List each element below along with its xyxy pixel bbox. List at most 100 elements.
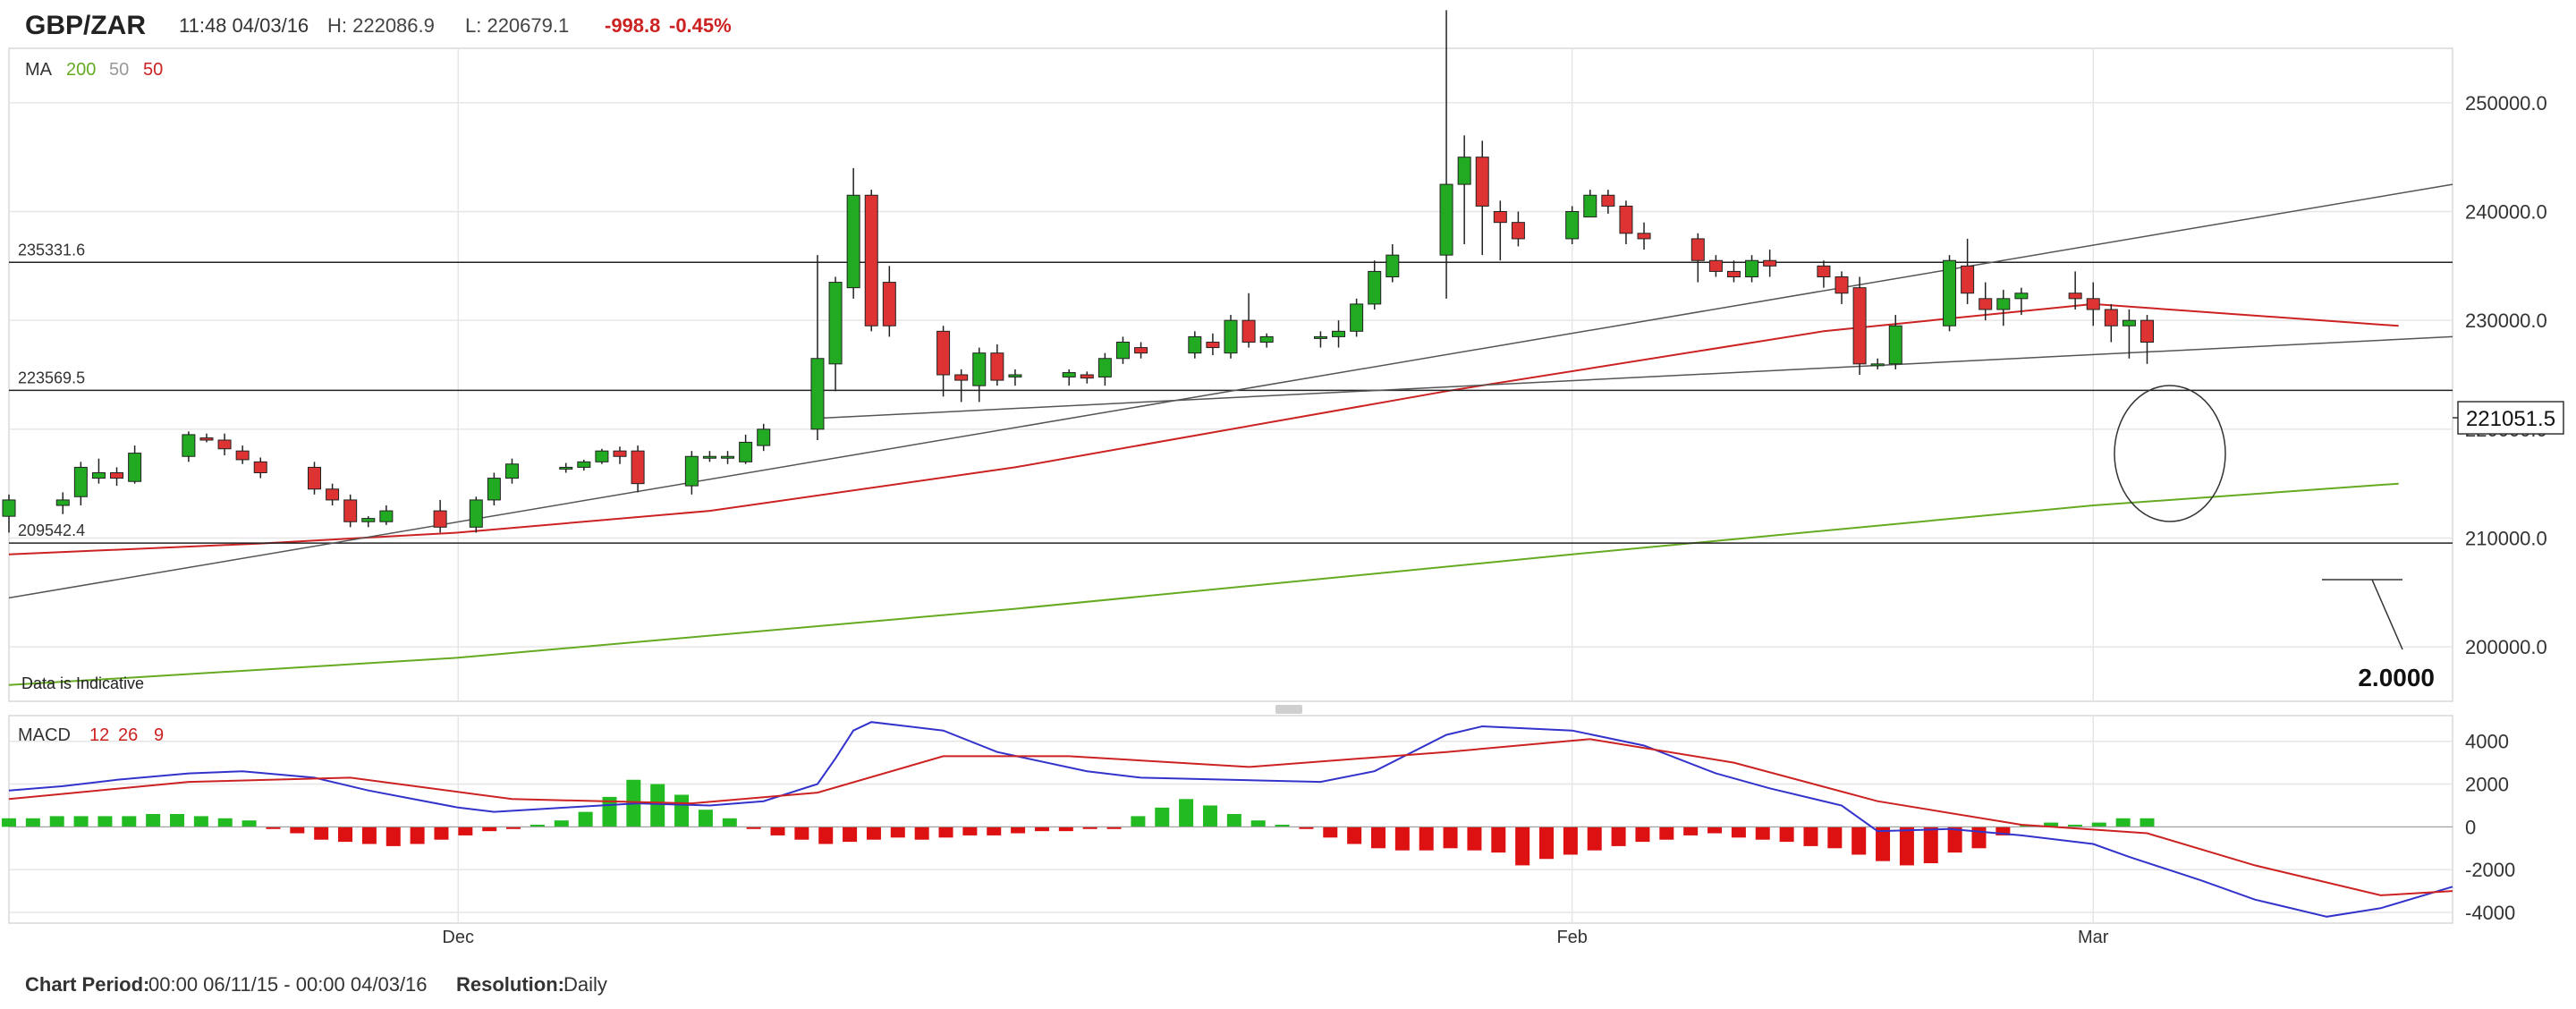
macd-histogram-bar — [746, 827, 761, 829]
candle-body — [182, 434, 196, 457]
macd-histogram-bar — [1058, 827, 1073, 832]
trendline[interactable] — [817, 335, 2453, 420]
change-percent: -0.45% — [669, 14, 732, 37]
macd-histogram-bar — [987, 827, 1002, 835]
candle-body — [882, 282, 896, 326]
candle — [2122, 309, 2136, 359]
candle-body — [2, 499, 16, 517]
candle — [1690, 233, 1705, 283]
macd-line — [8, 721, 2453, 918]
candle-body — [326, 488, 340, 501]
candle-body — [1565, 211, 1580, 240]
macd-histogram-bar — [1226, 814, 1241, 827]
candle-body — [721, 455, 735, 459]
low-value: L: 220679.1 — [465, 14, 569, 37]
candle-body — [1763, 259, 1777, 267]
macd-histogram-bar — [1515, 827, 1530, 866]
candle-body — [361, 518, 376, 522]
candle-body — [1062, 372, 1076, 377]
candle-body — [1511, 222, 1525, 240]
macd-y-tick-label: -2000 — [2465, 859, 2515, 881]
macd-histogram-bar — [1611, 827, 1626, 846]
candle — [2086, 282, 2100, 326]
candle-body — [1979, 298, 1993, 310]
macd-histogram-bar — [361, 827, 377, 844]
ma-legend-period-200: 200 — [66, 60, 96, 80]
candle — [253, 457, 267, 479]
candle — [702, 451, 716, 462]
high-value: H: 222086.9 — [327, 14, 435, 37]
candle — [2104, 303, 2118, 343]
macd-histogram-bar — [1347, 827, 1362, 844]
candle-body — [1601, 194, 1615, 207]
macd-histogram-bar — [890, 827, 905, 838]
macd-histogram-bar — [458, 827, 473, 835]
macd-histogram-bar — [1947, 827, 1962, 853]
measure-value: 2.0000 — [2358, 664, 2435, 691]
macd-histogram-bar — [1131, 816, 1146, 827]
candle — [1726, 260, 1741, 283]
macd-histogram-bar — [1323, 827, 1338, 838]
trendline[interactable] — [8, 183, 2453, 599]
macd-legend-param-signal: 9 — [154, 725, 164, 745]
macd-histogram-bar — [962, 827, 978, 835]
highlight-circle-drawing[interactable] — [2114, 385, 2226, 522]
candle-body — [1961, 265, 1975, 294]
candle-body — [199, 437, 214, 441]
macd-histogram-bar — [1275, 824, 1290, 827]
indicative-note: Data is Indicative — [21, 674, 144, 692]
candle — [128, 445, 142, 484]
candle-body — [757, 428, 771, 446]
macd-histogram-bar — [1755, 827, 1770, 840]
macd-histogram-bar — [1683, 827, 1699, 835]
macd-histogram-bar — [1852, 827, 1867, 855]
candle-body — [55, 499, 70, 506]
chart-period-label: Chart Period: — [25, 973, 149, 996]
candle — [2, 494, 16, 533]
candle — [613, 446, 627, 464]
candle — [1817, 260, 1831, 288]
macd-histogram-bar — [410, 827, 425, 844]
horizontal-level-label: 209542.4 — [18, 521, 85, 539]
macd-histogram-bar — [1443, 827, 1458, 849]
macd-histogram-bar — [1779, 827, 1794, 843]
candle — [1835, 271, 1849, 304]
candle — [990, 343, 1004, 386]
measure-tool-drawing[interactable] — [2322, 579, 2403, 650]
macd-histogram-bar — [1082, 827, 1097, 829]
macd-histogram-bar — [1034, 827, 1049, 832]
candle-body — [1008, 374, 1022, 377]
macd-legend-param-fast: 12 — [89, 725, 109, 745]
macd-y-tick-label: 4000 — [2465, 731, 2509, 753]
candle — [1259, 333, 1274, 348]
candle — [504, 458, 519, 484]
candle-body — [684, 455, 699, 487]
symbol-title: GBP/ZAR — [25, 11, 146, 40]
candle — [1601, 190, 1615, 214]
candle — [972, 347, 987, 403]
candle-body — [1241, 319, 1256, 343]
candle — [1493, 200, 1507, 261]
candle-body — [1313, 335, 1327, 339]
candle — [1134, 342, 1148, 359]
candle — [1241, 293, 1256, 348]
candle — [1188, 331, 1202, 359]
candle-body — [1097, 358, 1112, 377]
candle — [721, 451, 735, 464]
candle-body — [379, 510, 394, 522]
panel-splitter-handle[interactable] — [1275, 705, 1302, 714]
candle — [1115, 336, 1130, 364]
candle-body — [1224, 319, 1238, 354]
macd-signal-line — [8, 738, 2453, 896]
candle — [1708, 255, 1723, 277]
macd-histogram-bar — [1394, 827, 1410, 851]
macd-histogram-bar — [193, 816, 208, 827]
macd-histogram-bar — [2140, 818, 2155, 827]
candle — [73, 462, 88, 505]
macd-histogram-bar — [1971, 827, 1987, 849]
candle — [1870, 358, 1885, 369]
candle — [1979, 282, 1993, 321]
candle — [1852, 276, 1867, 375]
candle — [882, 266, 896, 337]
candle — [2014, 287, 2029, 316]
